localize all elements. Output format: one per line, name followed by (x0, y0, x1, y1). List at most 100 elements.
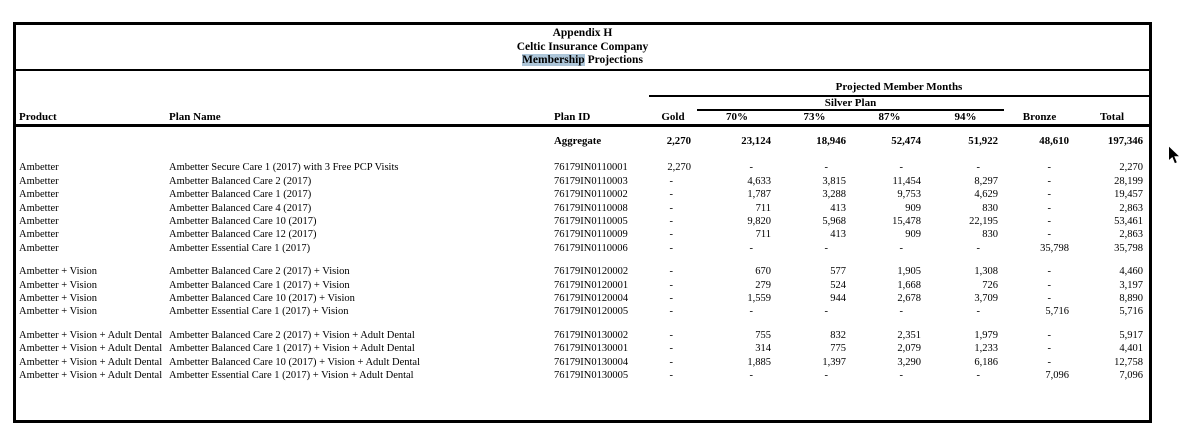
product-cell: Ambetter (19, 162, 59, 174)
total-cell: 5,917 (1119, 329, 1144, 341)
silver-70-cell: 9,820 (747, 216, 771, 228)
table-row: Ambetter + Vision + Adult Dental Ambette… (16, 342, 1149, 355)
bronze-cell: - (1047, 189, 1052, 201)
silver-73-cell: 577 (830, 266, 846, 278)
bronze-cell: - (1047, 293, 1052, 305)
product-cell: Ambetter + Vision + Adult Dental (19, 329, 163, 341)
total-cell: 2,863 (1119, 202, 1144, 214)
silver-94-cell: 726 (982, 279, 998, 291)
silver-70-cell: 1,885 (747, 356, 771, 368)
table-body: Aggregate 2,270 23,124 18,946 52,474 51,… (16, 125, 1149, 383)
aggregate-label: Aggregate (554, 135, 602, 147)
silver-94-column-header: 94% (927, 109, 1004, 127)
gold-cell: - (669, 370, 674, 382)
silver-73-cell: 775 (830, 343, 846, 355)
highlighted-word: Membership (522, 54, 585, 66)
plan-id-column-header: Plan ID (551, 109, 649, 127)
column-header-row: Product Plan Name Plan ID Gold 70% 73% 8… (16, 109, 1150, 127)
gold-cell: - (669, 229, 674, 241)
product-column-header: Product (16, 109, 169, 127)
plan-id-cell: 76179IN0110009 (554, 229, 628, 241)
plan-name-cell: Ambetter Balanced Care 2 (2017) + Vision… (169, 329, 415, 341)
silver-70-cell: 755 (755, 329, 771, 341)
plan-name-cell: Ambetter Balanced Care 10 (2017) + Visio… (169, 293, 355, 305)
table-row: Ambetter Ambetter Balanced Care 10 (2017… (16, 215, 1149, 228)
product-cell: Ambetter + Vision (19, 266, 98, 278)
product-cell: Ambetter (19, 242, 59, 254)
bronze-cell: 7,096 (1045, 370, 1069, 382)
product-cell: Ambetter (19, 202, 59, 214)
gold-cell: - (669, 329, 674, 341)
silver-87-cell: 1,905 (897, 266, 921, 278)
silver-70-cell: - (749, 162, 754, 174)
title-block: Appendix H Celtic Insurance Company Memb… (16, 25, 1149, 71)
silver-87-cell: 9,753 (897, 189, 921, 201)
group-spacer-row (16, 255, 1149, 265)
silver-94-cell: - (976, 162, 981, 174)
silver-70-cell: 314 (755, 343, 771, 355)
silver-87-cell: 1,668 (897, 279, 921, 291)
silver-94-cell: 1,979 (974, 329, 998, 341)
silver-73-cell: 832 (830, 329, 846, 341)
bronze-cell: - (1047, 229, 1052, 241)
product-cell: Ambetter (19, 229, 59, 241)
silver-73-cell: 3,288 (822, 189, 846, 201)
plan-id-cell: 76179IN0110002 (554, 189, 628, 201)
total-cell: 3,197 (1119, 279, 1144, 291)
report-title-rest: Projections (584, 54, 643, 66)
silver-70-cell: - (749, 370, 754, 382)
mouse-cursor-icon (1168, 145, 1182, 165)
aggregate-silver-73: 18,946 (816, 135, 846, 147)
plan-id-cell: 76179IN0110006 (554, 242, 628, 254)
silver-73-cell: 1,397 (822, 356, 846, 368)
product-cell: Ambetter + Vision (19, 306, 98, 318)
silver-plan-header: Silver Plan (697, 95, 1004, 111)
bronze-cell: - (1047, 202, 1052, 214)
membership-projections-sheet: Appendix H Celtic Insurance Company Memb… (13, 22, 1152, 423)
plan-id-cell: 76179IN0120001 (554, 279, 629, 291)
aggregate-row: Aggregate 2,270 23,124 18,946 52,474 51,… (16, 135, 1149, 148)
silver-73-column-header: 73% (777, 109, 852, 127)
product-cell: Ambetter (19, 216, 59, 228)
table-row: Ambetter Ambetter Secure Care 1 (2017) w… (16, 161, 1149, 174)
table-row: Ambetter Ambetter Essential Care 1 (2017… (16, 242, 1149, 255)
plan-name-cell: Ambetter Essential Care 1 (2017) + Visio… (169, 370, 414, 382)
gold-cell: - (669, 202, 674, 214)
total-cell: 7,096 (1119, 370, 1144, 382)
bronze-column-header: Bronze (1004, 109, 1075, 127)
plan-name-cell: Ambetter Balanced Care 1 (2017) + Vision… (169, 343, 415, 355)
silver-73-cell: - (824, 242, 829, 254)
plan-name-cell: Ambetter Balanced Care 12 (2017) (169, 229, 317, 241)
total-cell: 5,716 (1119, 306, 1144, 318)
table-row: Ambetter + Vision Ambetter Balanced Care… (16, 279, 1149, 292)
projected-member-months-row: Projected Member Months (16, 70, 1150, 97)
silver-94-cell: 830 (982, 229, 998, 241)
silver-94-cell: 1,308 (974, 266, 998, 278)
total-cell: 2,270 (1119, 162, 1144, 174)
total-cell: 12,758 (1114, 356, 1144, 368)
gold-cell: - (669, 343, 674, 355)
silver-94-cell: - (976, 370, 981, 382)
total-cell: 53,461 (1114, 216, 1144, 228)
gold-column-header: Gold (649, 109, 697, 127)
silver-73-cell: 524 (830, 279, 846, 291)
total-cell: 4,401 (1119, 343, 1144, 355)
silver-87-cell: 909 (905, 229, 921, 241)
silver-70-cell: - (749, 242, 754, 254)
product-cell: Ambetter + Vision + Adult Dental (19, 343, 163, 355)
gold-cell: - (669, 216, 674, 228)
plan-id-cell: 76179IN0110001 (554, 162, 628, 174)
plan-id-cell: 76179IN0130002 (554, 329, 629, 341)
gold-cell: - (669, 189, 674, 201)
silver-plan-row: Silver Plan (16, 95, 1149, 111)
silver-73-cell: - (824, 306, 829, 318)
silver-94-cell: 22,195 (969, 216, 998, 228)
plan-name-column-header: Plan Name (169, 109, 551, 127)
silver-87-cell: 2,079 (897, 343, 921, 355)
bronze-cell: - (1047, 329, 1052, 341)
product-cell: Ambetter + Vision + Adult Dental (19, 356, 163, 368)
silver-70-cell: 711 (755, 229, 771, 241)
silver-73-cell: 413 (830, 202, 846, 214)
bronze-cell: - (1047, 266, 1052, 278)
plan-name-cell: Ambetter Secure Care 1 (2017) with 3 Fre… (169, 162, 399, 174)
